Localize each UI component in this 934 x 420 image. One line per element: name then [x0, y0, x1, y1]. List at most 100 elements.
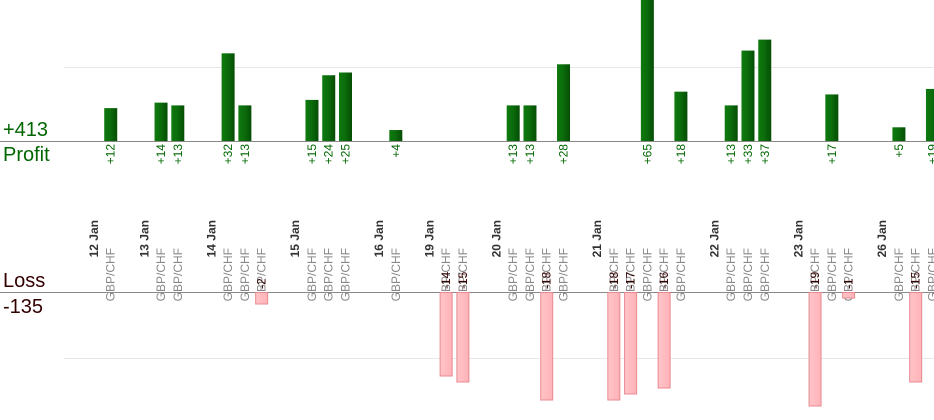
- profit-bar: [557, 64, 571, 141]
- loss-value-label: -2: [255, 278, 269, 289]
- profit-bar: [724, 105, 738, 141]
- profit-value-label: +65: [640, 144, 654, 165]
- date-label: 20 Jan: [489, 220, 503, 257]
- date-label: 13 Jan: [137, 220, 151, 257]
- loss-total: -135: [3, 296, 44, 318]
- loss-bar: [607, 292, 621, 401]
- pair-label: GBP/CHF: [540, 248, 554, 301]
- pair-label: GBP/CHF: [892, 248, 906, 301]
- pair-label: GBP/CHF: [104, 248, 118, 301]
- profit-bar: [758, 39, 772, 142]
- pair-label: GBP/CHF: [808, 248, 822, 301]
- pair-label: GBP/CHF: [909, 248, 923, 301]
- profit-bar: [892, 127, 906, 141]
- loss-bar: [657, 292, 671, 389]
- pair-label: GBP/CHF: [925, 248, 934, 301]
- pair-label: GBP/CHF: [389, 248, 403, 301]
- loss-value-label: -15: [456, 271, 470, 289]
- profit-value-label: +13: [724, 144, 738, 165]
- profit-value-label: +37: [758, 144, 772, 165]
- profit-value-label: +24: [322, 144, 336, 165]
- pair-label: GBP/CHF: [154, 248, 168, 301]
- pair-label: GBP/CHF: [724, 248, 738, 301]
- pair-label: GBP/CHF: [238, 248, 252, 301]
- date-label: 14 Jan: [204, 220, 218, 257]
- date-label: 15 Jan: [288, 220, 302, 257]
- profit-total: +413: [3, 119, 49, 141]
- loss-value-label: -16: [657, 271, 671, 289]
- profit-bar: [925, 88, 934, 141]
- pair-label: GBP/CHF: [741, 248, 755, 301]
- profit-label: Profit: [3, 144, 50, 166]
- profit-bar: [305, 99, 319, 141]
- pair-label: GBP/CHF: [339, 248, 353, 301]
- profit-value-label: +4: [389, 144, 403, 158]
- profit-value-label: +12: [104, 144, 118, 165]
- profit-value-label: +13: [171, 144, 185, 165]
- pair-label: GBP/CHF: [171, 248, 185, 301]
- profit-value-label: +13: [523, 144, 537, 165]
- loss-bar: [439, 292, 453, 377]
- pair-label: GBP/CHF: [640, 248, 654, 301]
- loss-value-label: -18: [607, 271, 621, 289]
- pair-label: GBP/CHF: [557, 248, 571, 301]
- pair-label: GBP/CHF: [456, 248, 470, 301]
- loss-value-label: -18: [540, 271, 554, 289]
- date-label: 16 Jan: [372, 220, 386, 257]
- profit-bar: [322, 75, 336, 141]
- loss-value-label: -17: [624, 271, 638, 289]
- profit-bar: [640, 0, 654, 141]
- profit-bar: [523, 105, 537, 141]
- profit-bar: [154, 102, 168, 141]
- loss-bar: [842, 292, 856, 299]
- date-label: 22 Jan: [707, 220, 721, 257]
- loss-value-label: -19: [808, 271, 822, 289]
- profit-bar: [741, 50, 755, 141]
- profit-bar: [825, 94, 839, 141]
- loss-value-label: -14: [439, 271, 453, 289]
- profit-value-label: +13: [506, 144, 520, 165]
- profit-bar: [104, 108, 118, 141]
- pair-label: GBP/CHF: [624, 248, 638, 301]
- profit-value-label: +18: [674, 144, 688, 165]
- pair-label: GBP/CHF: [255, 248, 269, 301]
- profit-value-label: +14: [154, 144, 168, 165]
- profit-bar: [389, 130, 403, 141]
- profit-value-label: +32: [221, 144, 235, 165]
- loss-bar: [255, 292, 269, 305]
- pair-label: GBP/CHF: [657, 248, 671, 301]
- profit-bar: [506, 105, 520, 141]
- date-label: 19 Jan: [422, 220, 436, 257]
- loss-bar: [808, 292, 822, 407]
- profit-bar: [339, 72, 352, 141]
- loss-bar: [540, 292, 554, 401]
- loss-value-label: -1: [842, 278, 856, 289]
- profit-value-label: +17: [825, 144, 839, 165]
- date-label: 12 Jan: [87, 220, 101, 257]
- date-label: 26 Jan: [875, 220, 889, 257]
- profit-value-label: +19: [925, 144, 934, 165]
- profit-value-label: +28: [557, 144, 571, 165]
- profit-value-label: +25: [339, 144, 353, 165]
- profit-bar: [171, 105, 185, 141]
- pair-label: GBP/CHF: [825, 248, 839, 301]
- loss-value-label: -15: [909, 271, 923, 289]
- profit-value-label: +5: [892, 144, 906, 158]
- loss-bar: [624, 292, 638, 395]
- loss-bar: [456, 292, 470, 383]
- pair-label: GBP/CHF: [322, 248, 336, 301]
- pair-label: GBP/CHF: [221, 248, 235, 301]
- pair-label: GBP/CHF: [842, 248, 856, 301]
- pair-label: GBP/CHF: [674, 248, 688, 301]
- pair-label: GBP/CHF: [607, 248, 621, 301]
- profit-value-label: +13: [238, 144, 252, 165]
- profit-value-label: +33: [741, 144, 755, 165]
- pair-label: GBP/CHF: [758, 248, 772, 301]
- loss-bar: [909, 292, 923, 383]
- date-label: 23 Jan: [791, 220, 805, 257]
- profit-bar: [221, 53, 235, 141]
- pair-label: GBP/CHF: [439, 248, 453, 301]
- profit-bar: [674, 91, 688, 141]
- pair-label: GBP/CHF: [523, 248, 537, 301]
